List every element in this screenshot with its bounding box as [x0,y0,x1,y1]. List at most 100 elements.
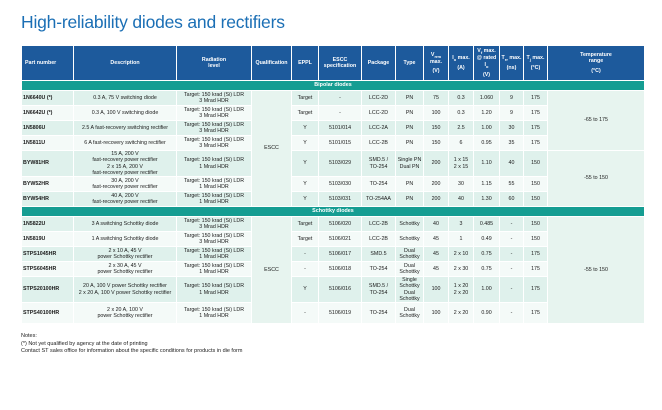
io: 1 x 20 2 x 20 [448,276,474,303]
vrrm: 150 [423,120,449,136]
col-vrrm: Vrrm max. (V) [423,45,449,81]
notes-line-2: Contact ST sales office for information … [21,348,243,355]
vf: 1.00 [473,276,500,303]
radiation-level: Target: 150 krad (Si) LDR 1 Mrad HDR [176,276,252,303]
col-temperature-range: Temperature range (°C) [547,45,645,81]
eppl: Y [291,191,319,207]
io: 2 x 30 [448,261,474,277]
tj: 175 [523,105,548,121]
section-title: Schottky diodes [21,206,645,217]
trr: - [499,216,524,232]
escc-spec: - [318,90,362,106]
description: 0.3 A, 75 V switching diode [73,90,177,106]
eppl: Y [291,135,319,151]
package: LCC-2B [361,216,396,232]
vrrm: 100 [423,302,449,324]
section-row-schottky: Schottky diodes [21,206,645,217]
part-number: 1N5819U [21,231,74,247]
type: Dual Schottky [395,246,424,262]
trr: 30 [499,120,524,136]
section-row-bipolar: Bipolar diodes [21,80,645,91]
escc-spec: 5101/015 [318,135,362,151]
package: SMD.5 /TO-254 [361,276,396,303]
type: Schottky [395,231,424,247]
radiation-level: Target: 150 krad (Si) LDR 3 Mrad HDR [176,120,252,136]
eppl: Target [291,216,319,232]
package: SMD.5 /TO-254 [361,150,396,177]
description: 2.5 A fast-recovery switching rectifier [73,120,177,136]
vf: 1.060 [473,90,500,106]
diodes-table: Part number Description Radiation level Q… [21,45,645,324]
escc-spec: 5103/030 [318,176,362,192]
col-type: Type [395,45,424,81]
table-row: STPS20100HR 20 A, 100 V power Schottky r… [21,276,645,303]
tj: 150 [523,176,548,192]
col-package: Package [361,45,396,81]
eppl: Target [291,90,319,106]
type: Dual Schottky [395,261,424,277]
escc-spec: 5106/017 [318,246,362,262]
col-tj: Tj max. (°C) [523,45,548,81]
vrrm: 200 [423,191,449,207]
eppl: Y [291,150,319,177]
col-escc-spec: ESCC specification [318,45,362,81]
trr: - [499,231,524,247]
escc-spec: 5103/031 [318,191,362,207]
escc-spec: 5101/014 [318,120,362,136]
vrrm: 75 [423,90,449,106]
tj: 150 [523,231,548,247]
temperature-range-cell: -55 to 150 [547,150,645,207]
radiation-level: Target: 150 krad (Si) LDR 1 Mrad HDR [176,150,252,177]
qualification-cell: ESCC [251,216,292,324]
escc-spec: 5106/020 [318,216,362,232]
package: TO-254 [361,302,396,324]
io: 0.3 [448,105,474,121]
vf: 1.10 [473,150,500,177]
part-number: STPS20100HR [21,276,74,303]
type: PN [395,176,424,192]
tj: 175 [523,135,548,151]
eppl: Y [291,120,319,136]
part-number: STPS40100HR [21,302,74,324]
vrrm: 40 [423,216,449,232]
page-title: High-reliability diodes and rectifiers [21,12,285,32]
package: TO-254AA [361,191,396,207]
type: PN [395,105,424,121]
escc-spec: 5106/018 [318,261,362,277]
package: LCC-2B [361,135,396,151]
description: 1 A switching Schottky diode [73,231,177,247]
vf: 1.30 [473,191,500,207]
io: 30 [448,176,474,192]
radiation-level: Target: 150 krad (Si) LDR 3 Mrad HDR [176,105,252,121]
package: LCC-2A [361,120,396,136]
radiation-level: Target: 150 krad (Si) LDR 1 Mrad HDR [176,191,252,207]
vf: 0.75 [473,246,500,262]
description: 3 A switching Schottky diode [73,216,177,232]
vf: 1.00 [473,120,500,136]
vrrm: 45 [423,261,449,277]
part-number: BYW52HR [21,176,74,192]
type: PN [395,135,424,151]
tj: 150 [523,150,548,177]
eppl: - [291,246,319,262]
eppl: Y [291,176,319,192]
vrrm: 150 [423,135,449,151]
description: 20 A, 100 V power Schottky rectifier 2 x … [73,276,177,303]
trr: 9 [499,90,524,106]
tj: 150 [523,216,548,232]
temperature-range-cell: -55 to 150 [547,216,645,324]
part-number: STPS6045HR [21,261,74,277]
escc-spec: 5106/016 [318,276,362,303]
col-vf: Vf max. @ rated Io (V) [473,45,500,81]
package: LCC-2D [361,90,396,106]
vf: 0.485 [473,216,500,232]
